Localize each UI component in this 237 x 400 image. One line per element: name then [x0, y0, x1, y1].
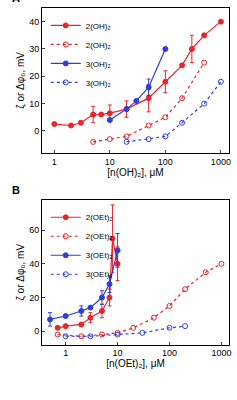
svg-text:1: 1: [52, 157, 57, 167]
svg-text:1: 1: [63, 348, 68, 358]
svg-text:[n(OEt)₂], μM: [n(OEt)₂], μM: [106, 358, 165, 369]
svg-text:30: 30: [29, 44, 39, 54]
svg-text:1000: 1000: [211, 348, 231, 358]
svg-text:2(OH)₂: 2(OH)₂: [86, 22, 111, 31]
svg-text:0: 0: [34, 326, 39, 336]
svg-text:A: A: [12, 0, 20, 4]
svg-text:3(OH)₂: 3(OH)₂: [86, 60, 111, 69]
svg-text:40: 40: [29, 259, 39, 269]
svg-text:ζ or Δφ₀, mV: ζ or Δφ₀, mV: [15, 52, 27, 109]
svg-text:3(OH)₂: 3(OH)₂: [86, 79, 111, 88]
svg-text:1000: 1000: [211, 157, 231, 167]
svg-text:100: 100: [162, 348, 177, 358]
svg-text:10: 10: [105, 157, 115, 167]
svg-text:2(OEt)₂: 2(OEt)₂: [86, 232, 113, 241]
svg-text:60: 60: [29, 225, 39, 235]
svg-text:40: 40: [29, 17, 39, 27]
svg-text:B: B: [12, 184, 20, 196]
svg-text:3(OEt)₂: 3(OEt)₂: [86, 270, 113, 279]
svg-text:100: 100: [158, 157, 173, 167]
svg-text:10: 10: [29, 99, 39, 109]
svg-text:0: 0: [34, 126, 39, 136]
svg-text:2(OH)₂: 2(OH)₂: [86, 41, 111, 50]
svg-text:10: 10: [113, 348, 123, 358]
svg-text:20: 20: [29, 293, 39, 303]
svg-text:ζ or Δφ₀, mV: ζ or Δφ₀, mV: [15, 244, 27, 301]
svg-text:2(OEt)₂: 2(OEt)₂: [86, 213, 113, 222]
svg-text:[n(OH)₂], μM: [n(OH)₂], μM: [107, 167, 163, 178]
svg-text:20: 20: [29, 71, 39, 81]
svg-text:3(OEt)₂: 3(OEt)₂: [86, 251, 113, 260]
